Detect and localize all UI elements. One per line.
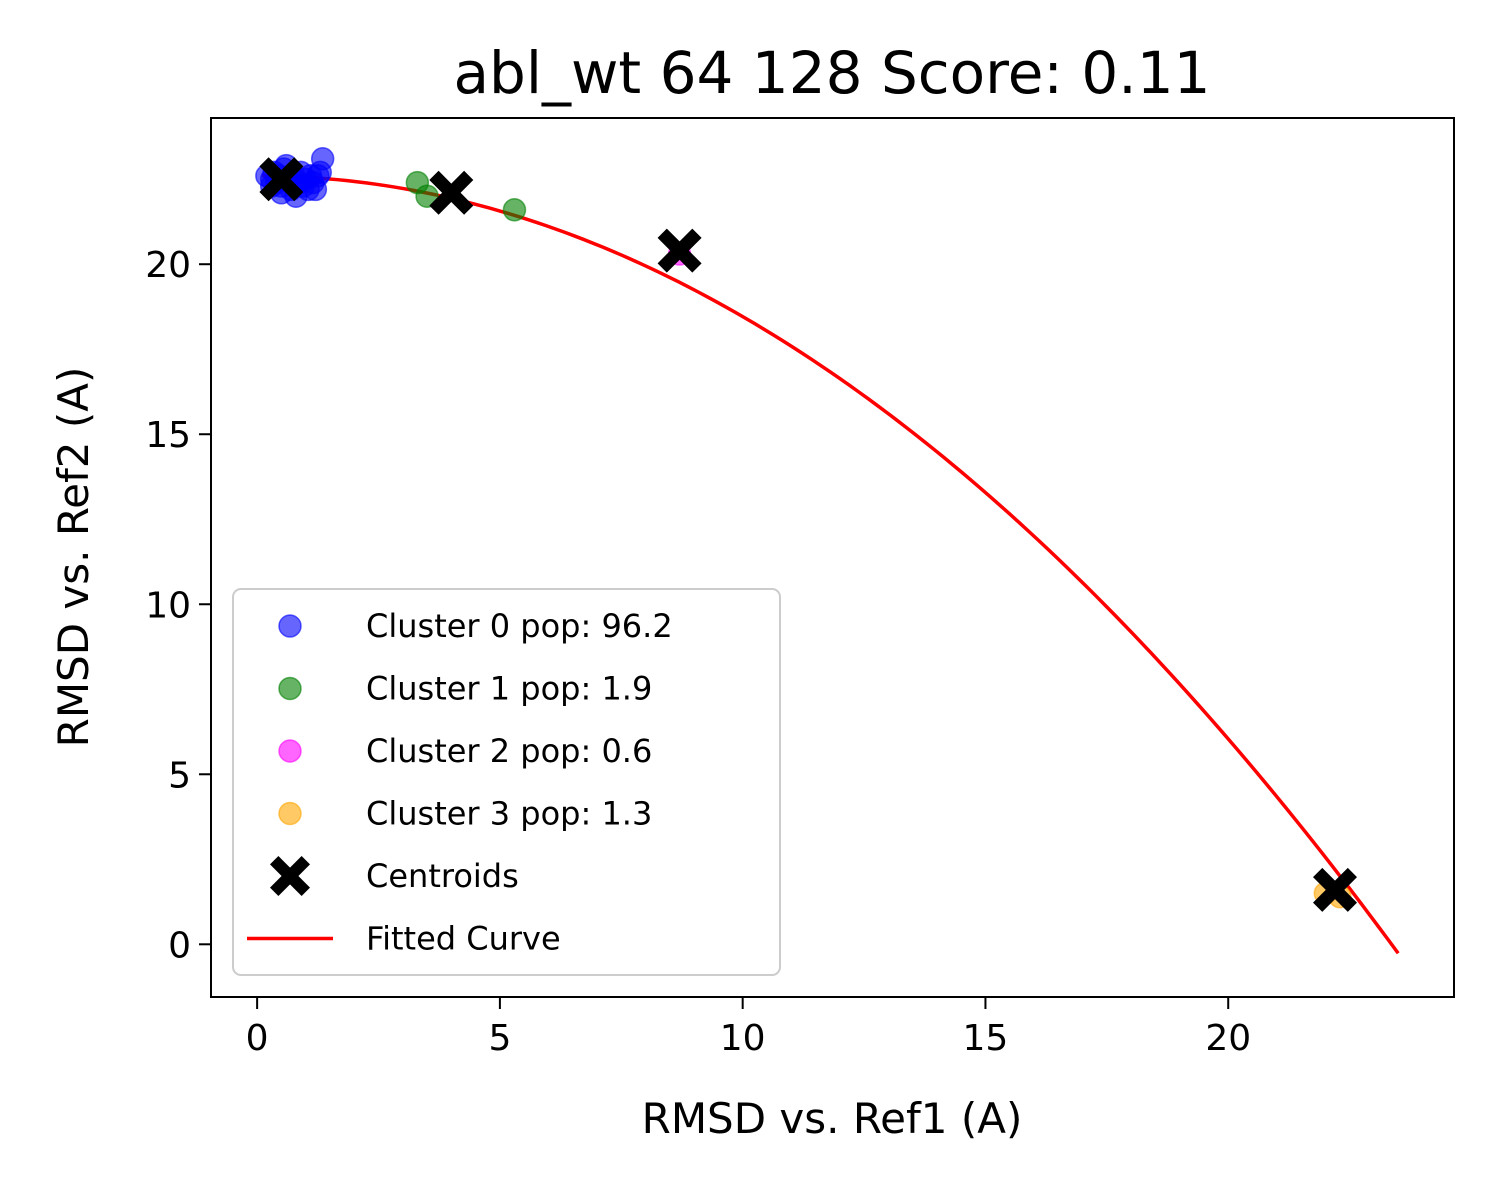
legend-items: Cluster 0 pop: 96.2 Cluster 1 pop: 1.9 Clu… [247, 607, 673, 958]
legend-box [232, 588, 781, 976]
centroid-marker [259, 157, 304, 202]
legend-swatch-centroids [270, 856, 310, 896]
legend-label: Cluster 0 pop: 96.2 [366, 607, 673, 645]
cluster-1-point [502, 198, 527, 222]
y-tick-label: 0 [168, 925, 191, 966]
legend-swatch-cluster-1 [278, 676, 302, 701]
legend-label: Cluster 3 pop: 1.3 [366, 795, 652, 833]
x-tick-label: 10 [720, 1018, 766, 1059]
centroid-marker [429, 170, 474, 215]
cluster-1-point [415, 184, 439, 208]
cluster-0-point [310, 147, 335, 171]
legend-label: Cluster 2 pop: 0.6 [366, 732, 652, 770]
y-tick-label: 15 [145, 415, 191, 456]
x-axis-label: RMSD vs. Ref1 (A) [642, 1094, 1023, 1143]
plot-area [210, 117, 1455, 998]
centroid-marker [1313, 867, 1357, 912]
x-tick-label: 0 [246, 1018, 269, 1059]
legend-swatch-cluster-0 [278, 614, 302, 638]
plot-frame [210, 117, 1455, 998]
y-tick-label: 20 [145, 245, 191, 286]
y-tick-label: 10 [145, 585, 191, 626]
y-axis-label: RMSD vs. Ref2 (A) [49, 367, 98, 748]
legend-label: Centroids [366, 857, 519, 895]
y-tick-label: 5 [168, 755, 191, 796]
x-tick-label: 15 [963, 1018, 1009, 1059]
legend-label: Cluster 1 pop: 1.9 [366, 670, 652, 708]
x-axis-ticks: 0 5 10 15 20 [246, 997, 1251, 1059]
x-tick-label: 5 [488, 1018, 511, 1059]
legend-label: Fitted Curve [366, 920, 561, 958]
centroid-layer [259, 157, 1357, 912]
centroid-marker [657, 228, 702, 273]
legend-swatch-cluster-2 [278, 739, 302, 763]
legend-swatch-cluster-3 [278, 801, 302, 826]
chart-title: abl_wt 64 128 Score: 0.11 [453, 39, 1210, 107]
legend: Cluster 0 pop: 96.2 Cluster 1 pop: 1.9 Clu… [232, 588, 781, 976]
x-tick-label: 20 [1205, 1018, 1251, 1059]
y-axis-ticks: 0 5 10 15 20 [145, 245, 211, 966]
